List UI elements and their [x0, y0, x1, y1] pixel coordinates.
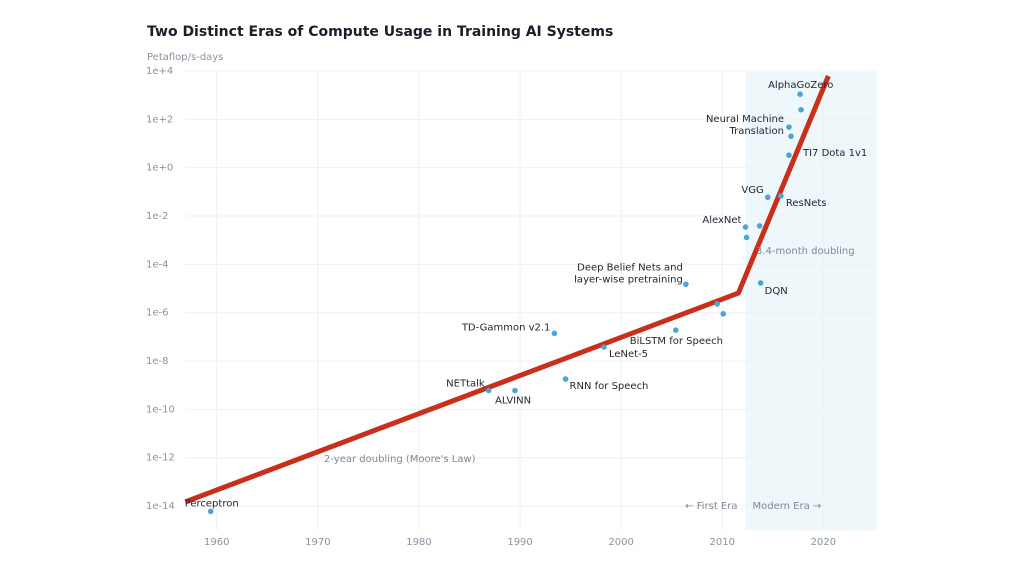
point-label: Perceptron [185, 498, 239, 509]
y-tick-label: 1e+2 [146, 114, 173, 125]
point-label: VGG [741, 185, 763, 196]
y-tick-label: 1e-10 [146, 404, 175, 415]
data-point [764, 194, 771, 201]
era-label: Modern Era → [752, 501, 821, 512]
data-point [551, 330, 558, 337]
point-label: BiLSTM for Speech [630, 336, 723, 347]
y-tick-label: 1e-12 [146, 453, 175, 464]
y-tick-label: 1e+0 [146, 163, 173, 174]
y-tick-label: 1e-8 [146, 356, 169, 367]
x-tick-label: 2000 [608, 537, 633, 548]
chart-title: Two Distinct Eras of Compute Usage in Tr… [147, 24, 613, 40]
point-label: DQN [765, 286, 788, 297]
data-point [720, 311, 727, 317]
data-point [797, 91, 803, 97]
point-label: LeNet-5 [609, 349, 648, 360]
data-point [778, 193, 784, 199]
x-tick-label: 2010 [710, 537, 735, 548]
point-label: Translation [728, 126, 784, 137]
point-label: TI7 Dota 1v1 [802, 148, 867, 159]
point-label: AlphaGoZero [768, 80, 833, 91]
data-point [562, 376, 569, 382]
x-tick-label: 1970 [305, 537, 330, 548]
trend-line [184, 75, 831, 505]
point-label: Neural Machine [706, 114, 784, 125]
data-point [786, 152, 792, 158]
point-label: AlexNet [702, 215, 741, 226]
point-label: Deep Belief Nets and [577, 262, 683, 273]
data-point [757, 280, 764, 286]
data-point [798, 106, 804, 113]
data-point [742, 224, 749, 230]
y-tick-label: 1e-2 [146, 211, 169, 222]
y-tick-label: 1e+4 [146, 66, 173, 77]
x-tick-label: 1960 [204, 537, 229, 548]
data-point [786, 124, 792, 130]
data-point [601, 344, 607, 350]
data-point [743, 234, 750, 241]
point-label: layer-wise pretraining [574, 274, 683, 285]
y-axis-label: Petaflop/s-days [147, 52, 223, 63]
point-label: ResNets [786, 198, 827, 209]
point-label: ALVINN [495, 396, 531, 407]
data-point [207, 508, 214, 515]
x-tick-label: 2020 [811, 537, 836, 548]
x-tick-label: 1990 [507, 537, 532, 548]
era-label: ← First Era [685, 501, 737, 512]
data-point [756, 223, 763, 229]
y-tick-label: 1e-4 [146, 259, 169, 270]
annotation: 2-year doubling (Moore's Law) [324, 454, 476, 465]
point-label: NETtalk [446, 379, 485, 390]
data-point [485, 387, 492, 394]
data-point [714, 301, 720, 307]
annotation: 3.4-month doubling [756, 246, 855, 257]
point-label: TD-Gammon v2.1 [461, 322, 551, 333]
data-point [512, 387, 518, 394]
point-label: RNN for Speech [570, 381, 649, 392]
y-tick-label: 1e-6 [146, 308, 169, 319]
data-point [672, 327, 679, 333]
data-point [788, 133, 794, 140]
data-point [683, 281, 689, 288]
y-tick-label: 1e-14 [146, 501, 175, 512]
era-shade [745, 72, 877, 531]
x-tick-label: 1980 [406, 537, 431, 548]
